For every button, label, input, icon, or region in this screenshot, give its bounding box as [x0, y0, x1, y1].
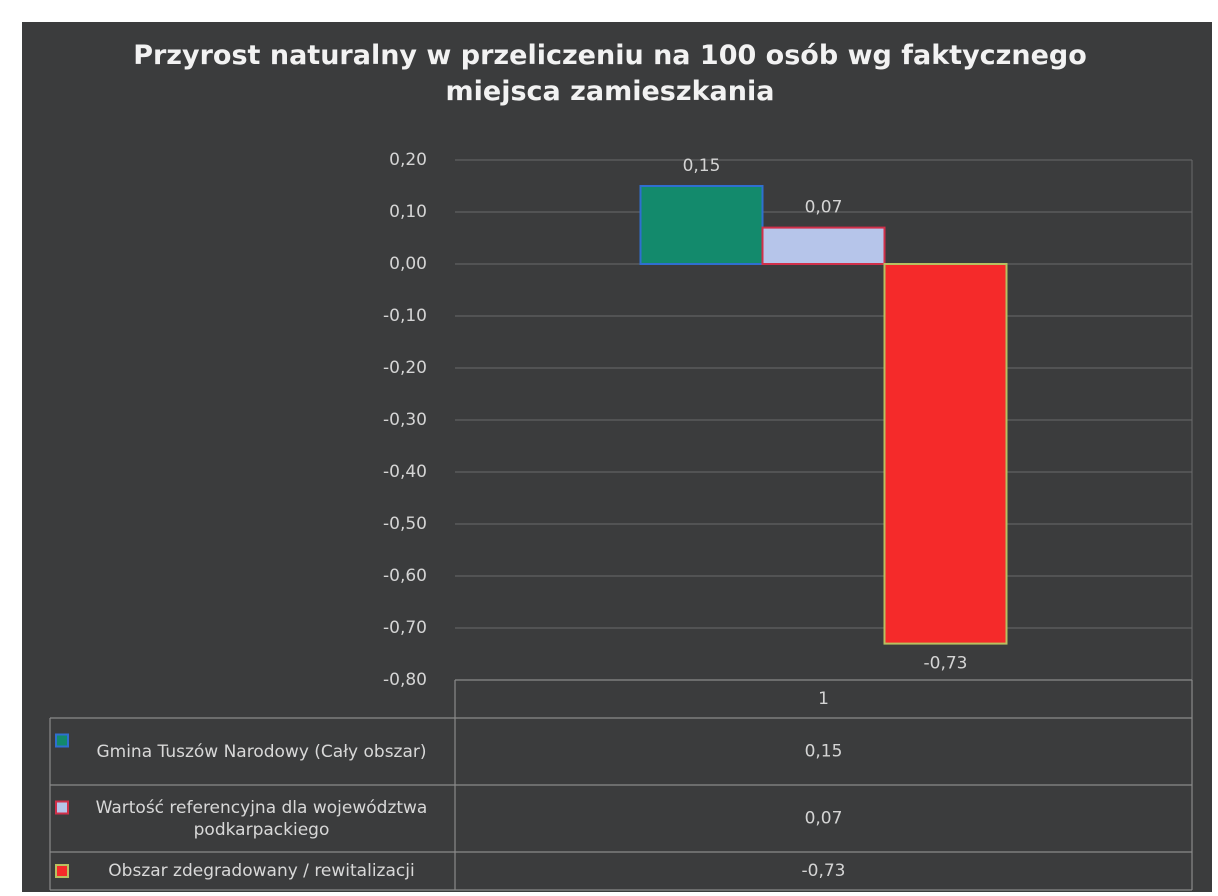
legend-key — [55, 864, 69, 878]
y-tick-label: -0,50 — [383, 514, 427, 534]
y-tick-label: 0,20 — [389, 150, 427, 170]
bar — [639, 185, 764, 265]
y-tick-label: 0,10 — [389, 202, 427, 222]
chart-area — [22, 22, 1212, 892]
data-label: -0,73 — [924, 654, 968, 674]
table-value: 0,07 — [805, 809, 843, 829]
legend-label: Wartość referencyjna dla województwa pod… — [95, 797, 428, 840]
legend-cell: Obszar zdegradowany / rewitalizacji — [108, 861, 415, 881]
y-tick-label: -0,20 — [383, 358, 427, 378]
table-header: 1 — [818, 689, 829, 709]
y-tick-label: -0,10 — [383, 306, 427, 326]
data-label: 0,07 — [805, 198, 843, 218]
legend-cell: Gmina Tuszów Narodowy (Cały obszar) — [96, 741, 427, 762]
chart-title: Przyrost naturalny w przeliczeniu na 100… — [133, 40, 1087, 107]
title-box: Przyrost naturalny w przeliczeniu na 100… — [133, 40, 1087, 107]
y-tick-label: -0,40 — [383, 462, 427, 482]
y-tick-label: -0,30 — [383, 410, 427, 430]
y-tick-label: -0,80 — [383, 670, 427, 690]
bar — [883, 263, 1008, 645]
bar — [761, 226, 886, 266]
legend-cell: Wartość referencyjna dla województwa pod… — [95, 797, 428, 840]
legend-key — [55, 733, 69, 748]
legend-label: Gmina Tuszów Narodowy (Cały obszar) — [96, 741, 427, 762]
legend-label: Obszar zdegradowany / rewitalizacji — [108, 861, 415, 881]
y-tick-label: -0,60 — [383, 566, 427, 586]
y-tick-label: -0,70 — [383, 618, 427, 638]
table-value: -0,73 — [802, 861, 846, 881]
table-value: 0,15 — [805, 742, 843, 762]
y-tick-label: 0,00 — [389, 254, 427, 274]
legend-key — [55, 800, 69, 815]
data-label: 0,15 — [683, 156, 721, 176]
